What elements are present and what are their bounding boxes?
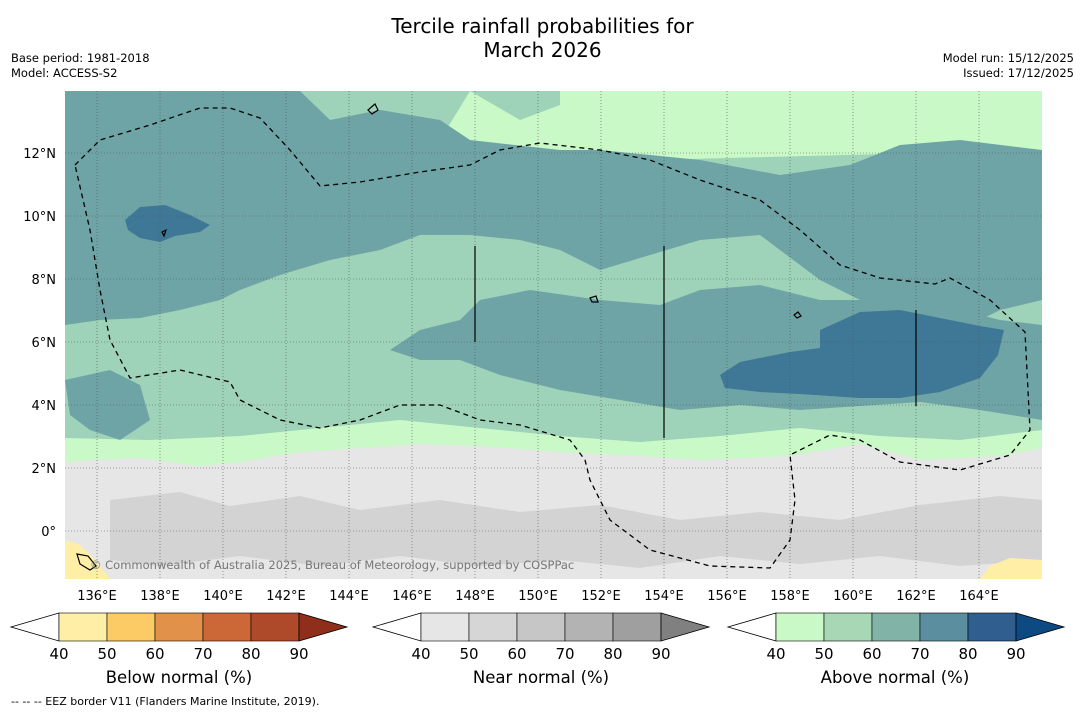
colorbar-segment (58, 612, 108, 642)
lon-label: 152°E (581, 589, 621, 604)
above-normal-label: Above normal (%) (820, 668, 970, 687)
colorbar-max-extension (298, 612, 349, 642)
issued-text: Issued: 17/12/2025 (963, 66, 1074, 80)
lat-label: 12°N (23, 147, 56, 162)
base-period-text: Base period: 1981-2018 (11, 51, 150, 65)
lon-label: 144°E (329, 589, 369, 604)
title-line-2: March 2026 (483, 38, 602, 62)
colorbar-max-extension (1015, 612, 1066, 642)
field-near-normal-50 (110, 492, 1042, 568)
colorbar-tick-label: 50 (459, 645, 478, 663)
eez-legend-footer: -- -- -- EEZ border V11 (Flanders Marine… (11, 695, 320, 708)
colorbar-segment (516, 612, 566, 642)
lon-label: 158°E (770, 589, 810, 604)
lat-label: 8°N (32, 273, 57, 288)
title-line-1: Tercile rainfall probabilities for (391, 14, 694, 38)
lon-label: 156°E (707, 589, 747, 604)
colorbar-tick-label: 70 (193, 645, 212, 663)
colorbar-tick-label: 70 (555, 645, 574, 663)
colorbar-segment (823, 612, 873, 642)
colorbar-segment (250, 612, 300, 642)
colorbar-segment (612, 612, 662, 642)
field-above-60 (65, 91, 1042, 330)
colorbar-tick-label: 50 (97, 645, 116, 663)
lon-label: 150°E (518, 589, 558, 604)
colorbar-segment (106, 612, 156, 642)
colorbar-tick-label: 80 (958, 645, 977, 663)
lon-label: 140°E (203, 589, 243, 604)
lon-label: 142°E (266, 589, 306, 604)
colorbar-tick-label: 60 (145, 645, 164, 663)
near-normal-label: Near normal (%) (472, 668, 610, 687)
lon-label: 164°E (959, 589, 999, 604)
colorbar-2: 40 50 60 70 80 90 (371, 612, 711, 663)
colorbar-segment (420, 612, 470, 642)
field-below-40-east (980, 558, 1042, 579)
colorbar-segment (775, 612, 825, 642)
colorbar-segment (919, 612, 969, 642)
lat-label: 10°N (23, 210, 56, 225)
lat-label: 2°N (32, 462, 57, 477)
below-normal-label: Below normal (%) (105, 668, 253, 687)
field-above-70-west (125, 205, 210, 242)
colorbar-tick-label: 40 (766, 645, 785, 663)
colorbar-tick-label: 40 (411, 645, 430, 663)
lon-label: 136°E (77, 589, 117, 604)
colorbar-tick-label: 40 (49, 645, 68, 663)
colorbar-min-extension (9, 612, 60, 642)
colorbar-segment (202, 612, 252, 642)
lat-label: 4°N (32, 399, 57, 414)
lon-label: 160°E (833, 589, 873, 604)
colorbar-3: 40 50 60 70 80 90 (726, 612, 1066, 663)
colorbar-segment (871, 612, 921, 642)
colorbar-1: 40 50 60 70 80 90 (9, 612, 349, 663)
field-above-70-east (720, 310, 1004, 398)
meta-left: Base period: 1981-2018 Model: ACCESS-S2 (11, 51, 150, 81)
chart-title: Tercile rainfall probabilities for March… (0, 14, 1085, 62)
colorbar-tick-label: 90 (1006, 645, 1025, 663)
lat-label: 6°N (32, 336, 57, 351)
eez-border (74, 107, 1031, 569)
colorbar-segment (967, 612, 1017, 642)
lon-label: 154°E (644, 589, 684, 604)
colorbar-tick-label: 90 (289, 645, 308, 663)
lon-label: 138°E (140, 589, 180, 604)
probability-field (65, 91, 1042, 579)
colorbar-max-extension (660, 612, 711, 642)
colorbar-min-extension (371, 612, 422, 642)
colorbar-tick-label: 80 (241, 645, 260, 663)
model-run-text: Model run: 15/12/2025 (942, 51, 1074, 65)
colorbar-tick-label: 70 (910, 645, 929, 663)
colorbar-tick-label: 50 (814, 645, 833, 663)
lat-labels: 12°N 10°N 8°N 6°N 4°N 2°N 0° (23, 147, 56, 540)
colorbar-tick-label: 60 (862, 645, 881, 663)
colorbar-segment (468, 612, 518, 642)
lon-label: 148°E (455, 589, 495, 604)
meta-right: Model run: 15/12/2025 Issued: 17/12/2025 (943, 51, 1074, 81)
copyright-credit: © Commonwealth of Australia 2025, Bureau… (90, 558, 575, 572)
colorbar-segment (564, 612, 614, 642)
lat-label: 0° (41, 525, 56, 540)
field-below-40 (65, 540, 110, 579)
lon-labels: 136°E 138°E 140°E 142°E 144°E 146°E 148°… (77, 589, 999, 604)
lon-label: 162°E (896, 589, 936, 604)
colorbar-min-extension (726, 612, 777, 642)
coastlines (76, 103, 917, 571)
colorbar-tick-label: 60 (507, 645, 526, 663)
colorbar-segment (154, 612, 204, 642)
colorbar-tick-label: 90 (651, 645, 670, 663)
lon-label: 146°E (392, 589, 432, 604)
colorbar-tick-label: 80 (603, 645, 622, 663)
colorbars: 40 50 60 70 80 90 40 50 60 70 80 90 40 50 60 70 80 90 (9, 612, 1066, 663)
model-text: Model: ACCESS-S2 (11, 66, 118, 80)
